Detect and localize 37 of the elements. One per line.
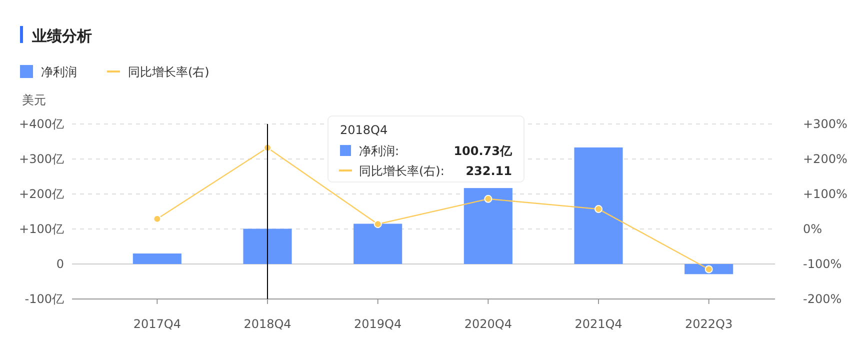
y2-tick-label: +200% [803, 152, 848, 166]
bar [574, 147, 623, 264]
y-tick-label: +300亿 [19, 152, 64, 166]
point [484, 194, 492, 203]
point [153, 214, 162, 223]
legend-label: 净利润 [41, 65, 77, 79]
y2-tick-label: -200% [803, 292, 842, 306]
y2-tick-label: +300% [803, 117, 848, 131]
x-tick-label: 2022Q3 [685, 317, 733, 331]
y-tick-label: 0 [56, 257, 64, 271]
point [594, 205, 602, 214]
annotation: 232.11 [466, 164, 512, 178]
legend-label: 同比增长率(右) [128, 65, 210, 79]
y2-tick-label: +100% [803, 187, 848, 201]
annotation: 同比增长率(右): [359, 164, 444, 178]
x-tick-label: 2018Q4 [244, 317, 292, 331]
y-tick-label: -100亿 [24, 292, 64, 306]
y2-tick-label: -100% [803, 257, 842, 271]
x-tick-label: 2017Q4 [133, 317, 181, 331]
bar [354, 224, 402, 264]
bar [464, 188, 512, 264]
x-tick-label: 2020Q4 [464, 317, 512, 331]
chart-title: 业绩分析 [31, 27, 92, 45]
x-tick-label: 2019Q4 [354, 317, 402, 331]
annotation: 2018Q4 [340, 123, 388, 137]
y-axis-title: 美元 [22, 93, 46, 107]
annotation: 净利润: [359, 144, 400, 158]
annotation: 100.73亿 [454, 144, 513, 158]
bar [243, 228, 292, 264]
point [374, 220, 382, 228]
y-tick-label: +100亿 [19, 222, 64, 236]
bar [132, 254, 182, 264]
point [704, 265, 713, 274]
y-tick-label: +400亿 [19, 117, 64, 131]
y2-tick-label: 0% [803, 222, 822, 236]
x-tick-label: 2021Q4 [574, 317, 622, 331]
y-tick-label: +200亿 [19, 187, 64, 201]
